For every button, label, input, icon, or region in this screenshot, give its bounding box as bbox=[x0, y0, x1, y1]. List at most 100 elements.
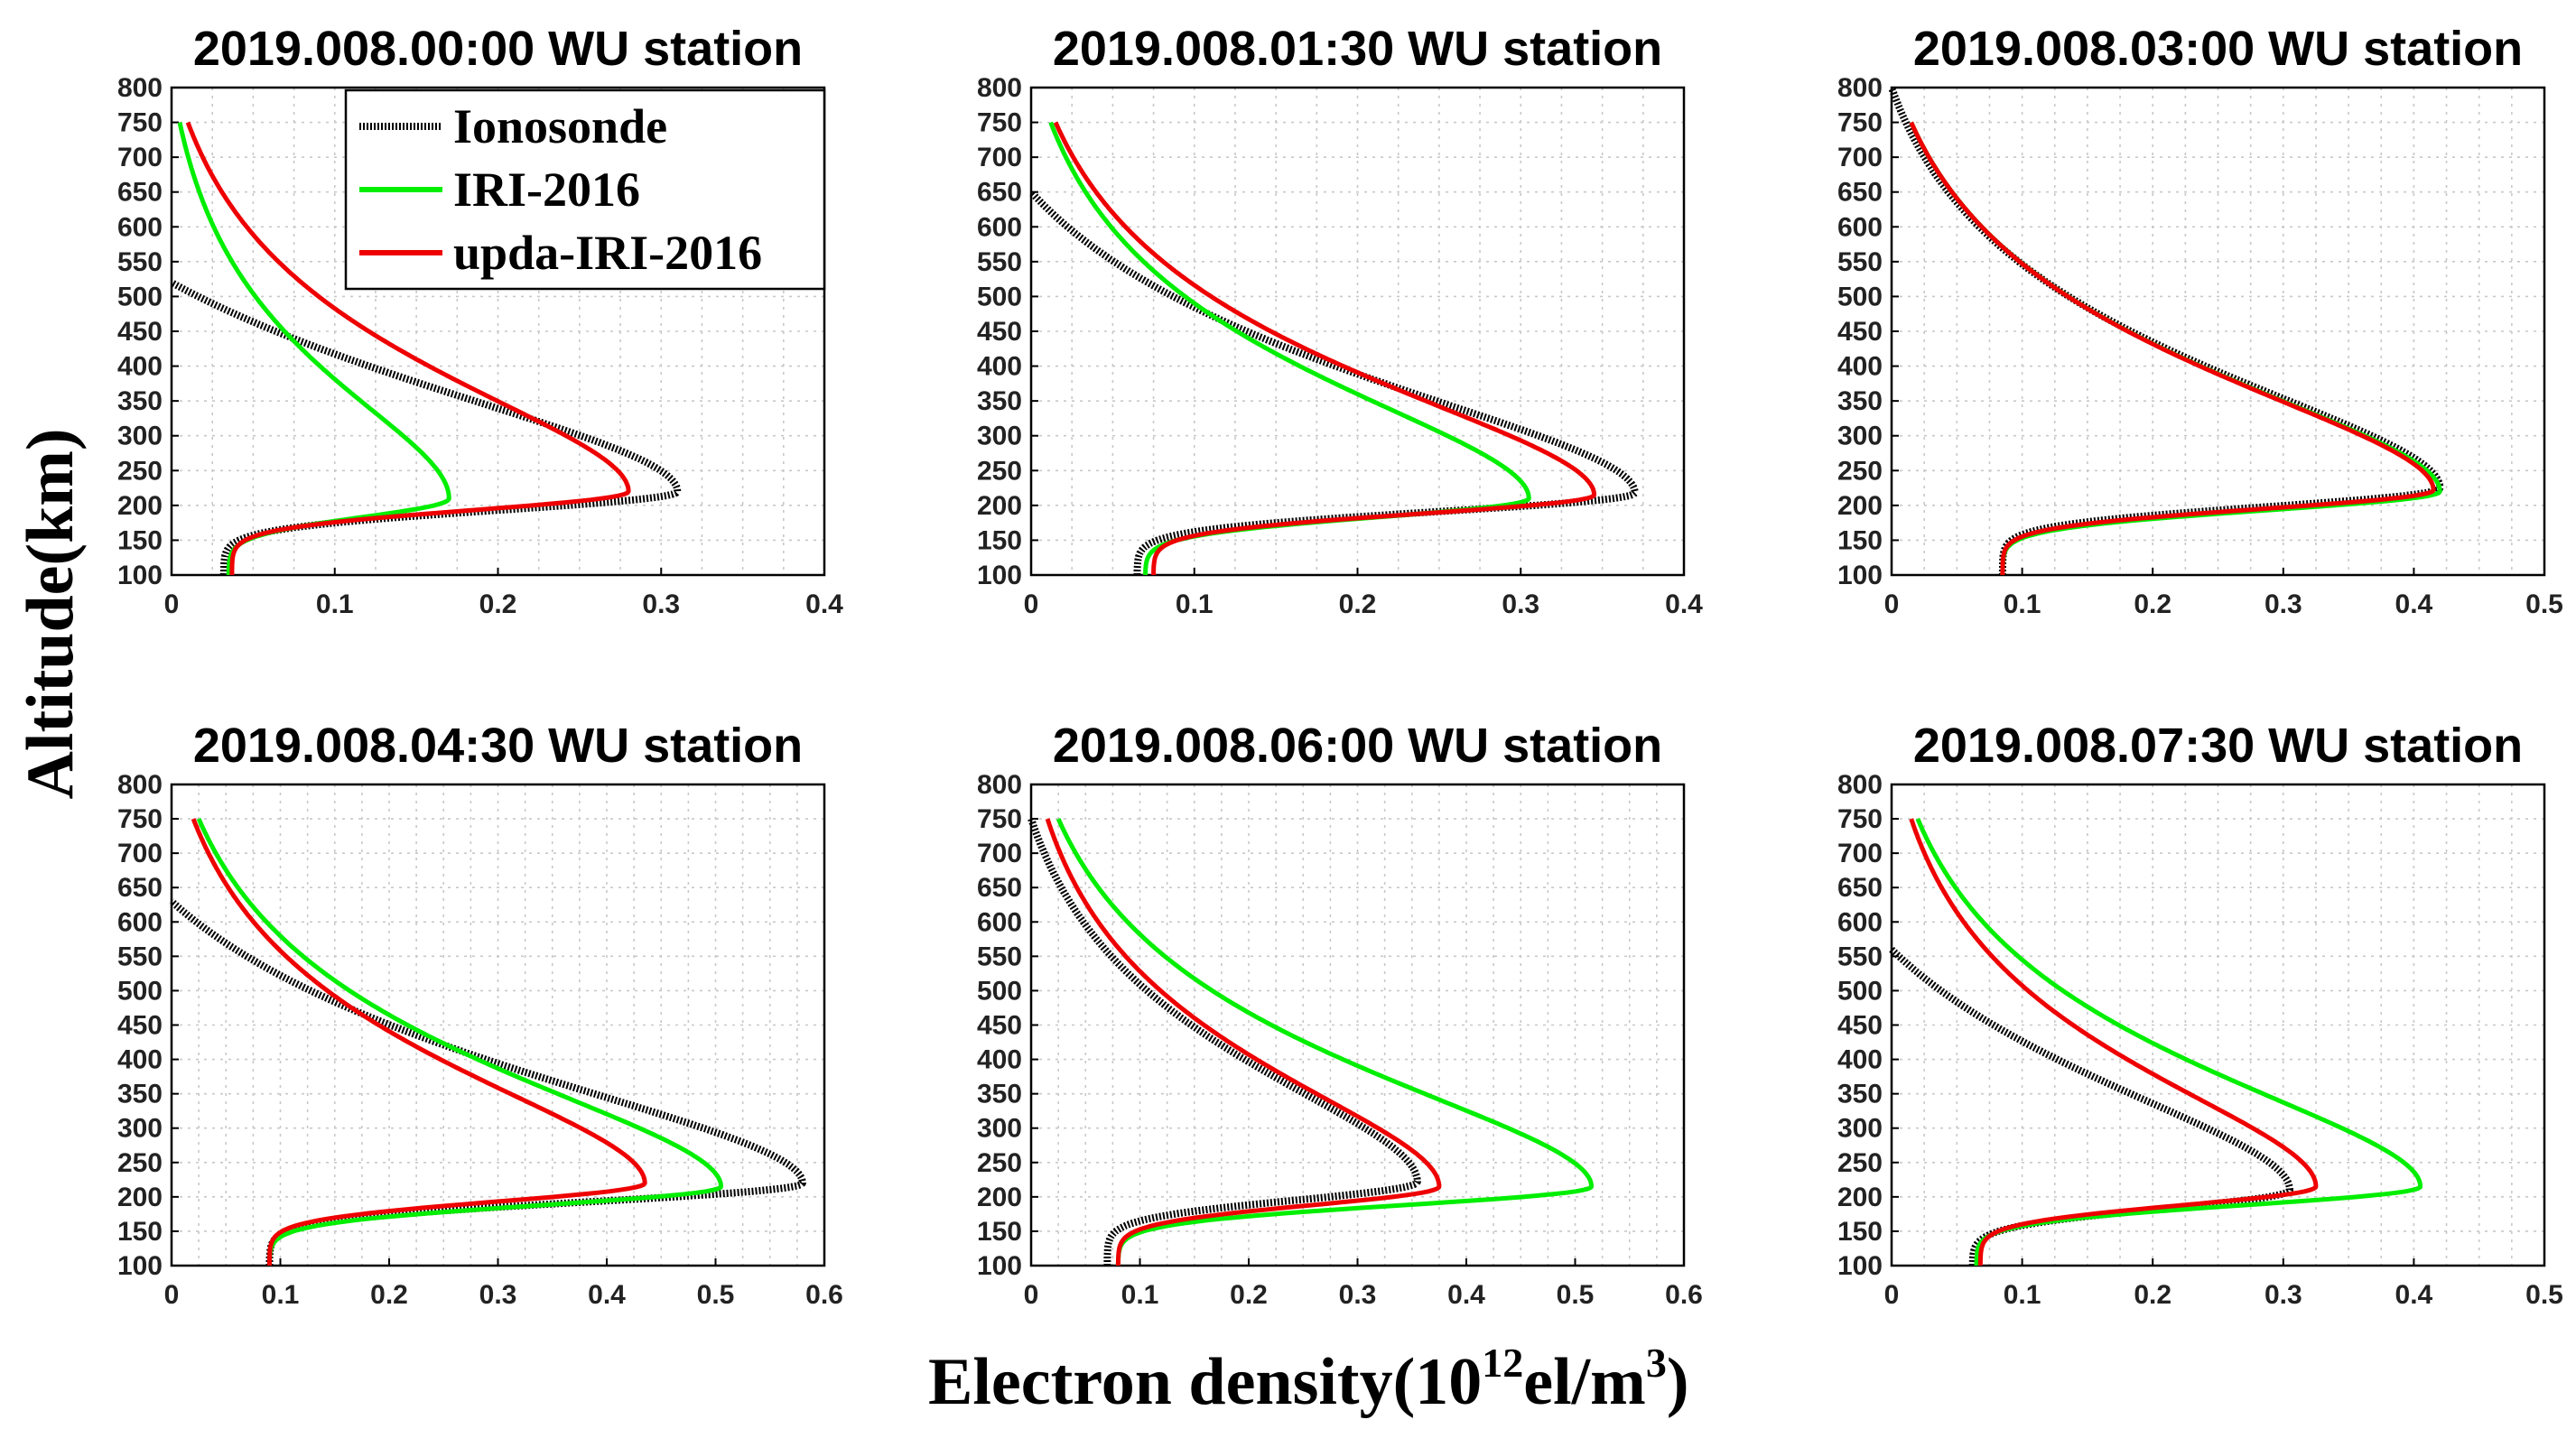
x-tick-label: 0.4 bbox=[1665, 589, 1703, 619]
y-tick-label: 400 bbox=[117, 352, 163, 382]
y-tick-label: 800 bbox=[977, 73, 1022, 103]
panel-5: 100 150 200 250 300 350 400 450 500 550 600 650 700 7… bbox=[977, 719, 1703, 1310]
x-tick-label: 0.5 bbox=[697, 1280, 735, 1310]
y-tick-label: 600 bbox=[1837, 907, 1883, 937]
x-tick-label: 0.4 bbox=[588, 1280, 626, 1310]
y-tick-label: 750 bbox=[117, 804, 163, 834]
y-tick-label: 650 bbox=[977, 178, 1022, 208]
y-tick-label: 200 bbox=[117, 1183, 163, 1212]
panel-title: 2019.008.06:00 WU station bbox=[1053, 719, 1662, 773]
y-tick-label: 700 bbox=[117, 143, 163, 172]
x-tick-label: 0.3 bbox=[642, 589, 680, 619]
x-tick-label: 0.6 bbox=[805, 1280, 843, 1310]
series-line-ionosonde bbox=[1028, 816, 1421, 1268]
x-tick-label: 0.1 bbox=[2004, 589, 2041, 619]
y-axis-label: Altitude(km) bbox=[14, 428, 88, 799]
series-line-iri-2016 bbox=[196, 818, 723, 1267]
y-tick-label: 550 bbox=[117, 247, 163, 277]
y-tick-label: 250 bbox=[977, 456, 1022, 486]
y-tick-label: 100 bbox=[977, 561, 1022, 590]
x-axis-label-main: Electron density(10 bbox=[928, 1345, 1482, 1419]
series-line-upda-iri-2016 bbox=[1045, 818, 1442, 1267]
x-tick-label: 0 bbox=[1884, 1280, 1900, 1310]
y-tick-label: 650 bbox=[977, 873, 1022, 903]
y-tick-label: 150 bbox=[117, 1217, 163, 1247]
y-tick-label: 300 bbox=[1837, 1114, 1883, 1144]
x-tick-label: 0.2 bbox=[479, 589, 517, 619]
panel-title: 2019.008.03:00 WU station bbox=[1913, 22, 2523, 76]
y-tick-label: 450 bbox=[117, 317, 163, 347]
y-tick-label: 550 bbox=[1837, 247, 1883, 277]
x-tick-label: 0.1 bbox=[316, 589, 354, 619]
y-tick-label: 500 bbox=[977, 976, 1022, 1006]
y-tick-label: 100 bbox=[117, 561, 163, 590]
y-tick-label: 250 bbox=[977, 1148, 1022, 1178]
y-tick-label: 400 bbox=[117, 1045, 163, 1075]
x-tick-label: 0.4 bbox=[2395, 589, 2433, 619]
y-tick-label: 150 bbox=[977, 1217, 1022, 1247]
y-tick-label: 200 bbox=[1837, 491, 1883, 521]
x-tick-label: 0.4 bbox=[805, 589, 843, 619]
x-tick-label: 0 bbox=[164, 589, 180, 619]
x-axis-label: Electron density(1012el/m3) bbox=[928, 1340, 1688, 1419]
y-tick-label: 800 bbox=[1837, 73, 1883, 103]
panel-title: 2019.008.01:30 WU station bbox=[1053, 22, 1662, 76]
y-tick-label: 650 bbox=[117, 178, 163, 208]
y-tick-label: 700 bbox=[977, 839, 1022, 868]
y-tick-label: 550 bbox=[977, 942, 1022, 971]
y-tick-label: 800 bbox=[117, 770, 163, 800]
x-tick-label: 0 bbox=[164, 1280, 180, 1310]
y-tick-label: 350 bbox=[1837, 1080, 1883, 1109]
series-line-ionosonde bbox=[170, 279, 682, 578]
x-tick-label: 0.6 bbox=[1665, 1280, 1703, 1310]
legend: Ionosonde IRI-2016 upda-IRI-2016 bbox=[344, 88, 826, 291]
y-tick-label: 800 bbox=[977, 770, 1022, 800]
y-tick-label: 800 bbox=[1837, 770, 1883, 800]
x-tick-label: 0.1 bbox=[1121, 1280, 1159, 1310]
y-tick-label: 300 bbox=[117, 1114, 163, 1144]
series-line-upda-iri-2016 bbox=[1909, 121, 2436, 576]
y-tick-label: 450 bbox=[1837, 317, 1883, 347]
x-tick-label: 0.1 bbox=[2004, 1280, 2041, 1310]
y-tick-label: 150 bbox=[1837, 525, 1883, 555]
y-tick-label: 500 bbox=[117, 976, 163, 1006]
x-tick-label: 0 bbox=[1884, 589, 1900, 619]
panel-6: 100 150 200 250 300 350 400 450 500 550 600 650 700 7… bbox=[1837, 719, 2563, 1310]
legend-label-upda-iri-2016: upda-IRI-2016 bbox=[453, 226, 762, 280]
x-tick-label: 0.4 bbox=[2395, 1280, 2433, 1310]
y-tick-label: 600 bbox=[117, 212, 163, 242]
y-tick-label: 200 bbox=[117, 491, 163, 521]
x-tick-label: 0 bbox=[1024, 589, 1039, 619]
series-line-upda-iri-2016 bbox=[1053, 121, 1597, 576]
y-tick-label: 750 bbox=[1837, 108, 1883, 138]
x-tick-label: 0.3 bbox=[1339, 1280, 1377, 1310]
series-line-upda-iri-2016 bbox=[1909, 818, 2319, 1267]
x-tick-label: 0.3 bbox=[1502, 589, 1539, 619]
y-tick-label: 600 bbox=[977, 907, 1022, 937]
y-tick-label: 550 bbox=[1837, 942, 1883, 971]
series-line-upda-iri-2016 bbox=[191, 818, 647, 1267]
y-tick-label: 550 bbox=[977, 247, 1022, 277]
x-tick-label: 0.2 bbox=[1339, 589, 1377, 619]
x-tick-label: 0.5 bbox=[2525, 589, 2563, 619]
x-tick-label: 0.5 bbox=[2525, 1280, 2563, 1310]
legend-label-iri-2016: IRI-2016 bbox=[453, 162, 640, 217]
x-tick-label: 0.3 bbox=[2264, 1280, 2302, 1310]
x-axis-label-exponent: 12 bbox=[1482, 1340, 1523, 1386]
series-line-upda-iri-2016 bbox=[185, 121, 631, 576]
panel-2: 100 150 200 250 300 350 400 450 500 550 600 650 700 7… bbox=[977, 22, 1703, 619]
y-tick-label: 450 bbox=[977, 317, 1022, 347]
y-tick-label: 500 bbox=[1837, 976, 1883, 1006]
y-tick-label: 500 bbox=[977, 282, 1022, 311]
x-tick-label: 0.2 bbox=[370, 1280, 408, 1310]
y-tick-label: 550 bbox=[117, 942, 163, 971]
y-tick-label: 250 bbox=[117, 1148, 163, 1178]
series-line-iri-2016 bbox=[1915, 818, 2423, 1267]
y-tick-label: 450 bbox=[977, 1011, 1022, 1041]
x-tick-label: 0 bbox=[1024, 1280, 1039, 1310]
y-tick-label: 350 bbox=[977, 386, 1022, 416]
y-tick-label: 250 bbox=[117, 456, 163, 486]
y-tick-label: 350 bbox=[117, 1080, 163, 1109]
series-line-iri-2016 bbox=[177, 121, 451, 576]
